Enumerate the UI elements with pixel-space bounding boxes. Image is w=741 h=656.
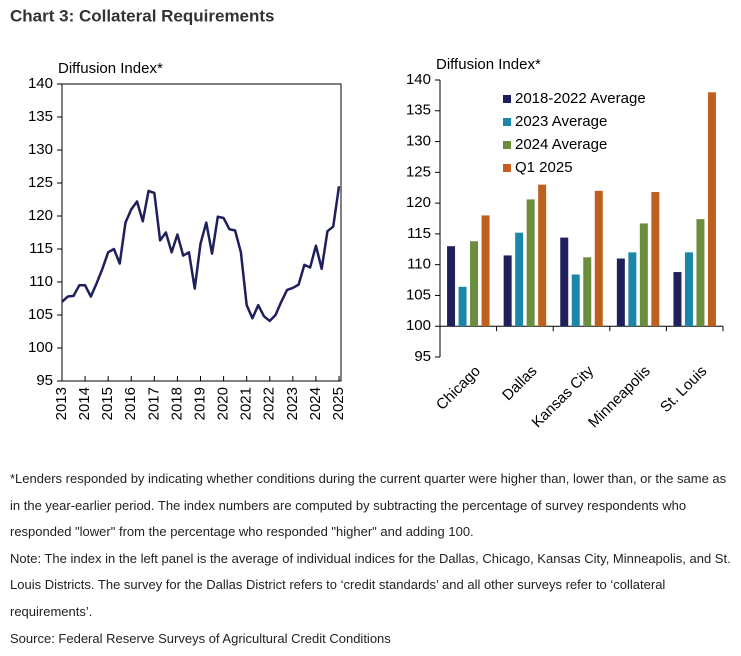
bar	[526, 199, 535, 327]
bar	[673, 272, 682, 327]
y-tick-label: 130	[406, 133, 431, 150]
y-tick-label: 110	[407, 256, 431, 273]
y-axis-title: Diffusion Index*	[58, 60, 163, 77]
x-tick-label: 2018	[168, 387, 185, 420]
charts: Chart 3: Collateral Requirements Diffusi…	[10, 6, 724, 431]
y-tick-label: 110	[29, 273, 53, 290]
x-tick-label: 2016	[122, 387, 139, 420]
legend-swatch	[503, 164, 511, 172]
x-tick-label: 2013	[53, 387, 70, 420]
legend-swatch	[503, 118, 511, 126]
y-tick-label: 140	[28, 75, 53, 92]
y-tick-label: 115	[29, 240, 53, 257]
legend-label: 2024 Average	[515, 136, 607, 153]
y-tick-label: 120	[28, 207, 53, 224]
note: Note: The index in the left panel is the…	[10, 550, 731, 619]
x-tick-label: 2024	[307, 387, 324, 420]
x-tick-label: 2022	[261, 387, 278, 420]
bar	[447, 246, 456, 327]
notes: *Lenders responded by indicating whether…	[10, 466, 732, 652]
y-tick-label: 120	[406, 194, 431, 211]
bar	[639, 223, 648, 327]
x-tick-label: 2023	[284, 387, 301, 420]
note: *Lenders responded by indicating whether…	[10, 471, 727, 540]
legend-swatch	[503, 141, 511, 149]
legend-label: 2023 Average	[515, 113, 607, 130]
bar	[696, 219, 705, 327]
bar	[684, 252, 693, 327]
y-tick-label: 115	[407, 225, 431, 242]
bar	[651, 192, 660, 327]
x-tick-label: Dallas	[499, 363, 540, 404]
y-axis-title: Diffusion Index*	[436, 56, 541, 73]
plot-frame	[61, 83, 342, 382]
bar	[503, 255, 512, 327]
y-tick-label: 135	[406, 102, 431, 119]
y-tick-label: 105	[28, 306, 53, 323]
x-tick-label: 2020	[215, 387, 232, 420]
legend-label: Q1 2025	[515, 159, 573, 176]
bar	[571, 274, 580, 327]
x-tick-label: Chicago	[433, 363, 484, 414]
x-tick-label: 2021	[238, 387, 255, 420]
y-tick-label: 140	[406, 71, 431, 88]
x-tick-label: 2015	[99, 387, 116, 420]
page-title: Chart 3: Collateral Requirements	[10, 6, 275, 25]
y-tick-label: 125	[406, 163, 431, 180]
bar	[458, 286, 467, 327]
y-tick-label: 130	[28, 141, 53, 158]
y-tick-label: 105	[406, 286, 431, 303]
bar	[583, 257, 592, 327]
x-tick-label: 2017	[145, 387, 162, 420]
y-tick-label: 95	[36, 372, 53, 389]
bar	[560, 237, 569, 327]
bar	[481, 215, 490, 327]
y-tick-label: 95	[414, 348, 431, 365]
x-tick-label: St. Louis	[657, 363, 710, 416]
x-tick-label: 2025	[330, 387, 347, 420]
line-series	[61, 186, 341, 323]
legend-swatch	[503, 95, 511, 103]
x-tick-label: 2019	[191, 387, 208, 420]
y-tick-label: 135	[28, 108, 53, 125]
y-tick-label: 125	[28, 174, 53, 191]
bar	[594, 190, 603, 327]
bar	[628, 252, 637, 327]
legend-label: 2018-2022 Average	[515, 90, 646, 107]
bar	[515, 232, 524, 327]
y-tick-label: 100	[406, 317, 431, 334]
bar	[616, 258, 625, 327]
note: Source: Federal Reserve Surveys of Agric…	[10, 630, 391, 646]
bar	[707, 92, 716, 327]
x-tick-label: 2014	[76, 387, 93, 420]
bar	[470, 241, 479, 327]
bar	[538, 184, 547, 327]
y-tick-label: 100	[28, 339, 53, 356]
